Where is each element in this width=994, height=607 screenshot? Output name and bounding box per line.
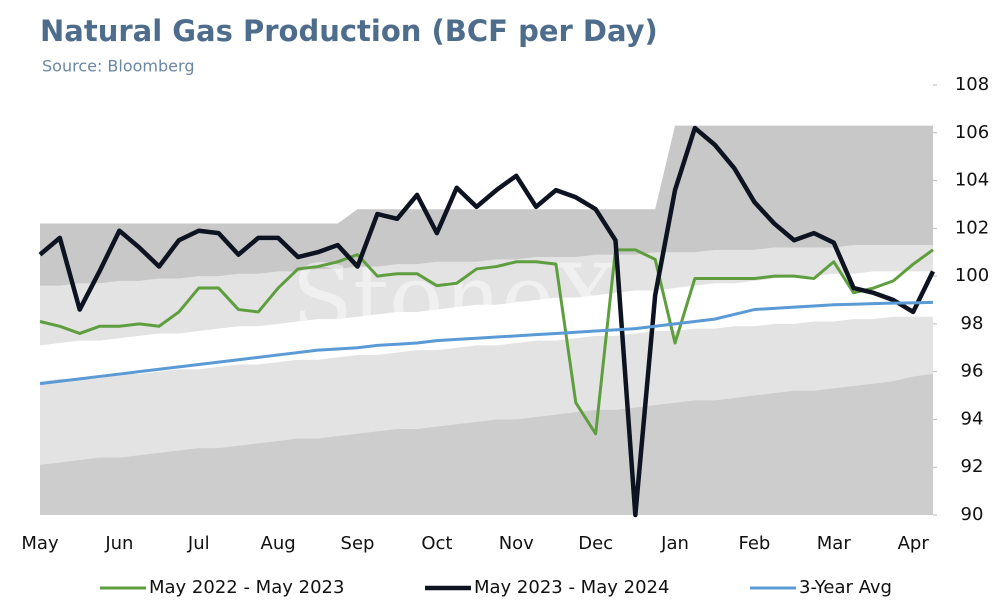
- y-tick-label: 100: [955, 265, 989, 286]
- chart-title: Natural Gas Production (BCF per Day): [40, 14, 658, 48]
- series-line: [38, 125, 936, 518]
- legend-label: 3-Year Avg: [799, 577, 892, 598]
- x-tick-label: Aug: [261, 533, 296, 554]
- y-tick-label: 98: [961, 313, 984, 334]
- x-tick-label: Dec: [578, 533, 613, 554]
- chart-subtitle: Source: Bloomberg: [42, 57, 194, 76]
- series-line: [39, 300, 934, 386]
- x-tick-label: May: [21, 533, 59, 554]
- range-band: [40, 374, 933, 515]
- y-tick-label: 108: [955, 74, 989, 95]
- x-tick-label: Sep: [341, 533, 375, 554]
- y-tick-label: 104: [955, 170, 989, 191]
- x-tick-label: Jan: [660, 533, 689, 554]
- y-tick-label: 96: [961, 361, 984, 382]
- legend-label: May 2023 - May 2024: [474, 577, 669, 598]
- y-tick-label: 92: [961, 456, 984, 477]
- y-tick-label: 94: [961, 408, 984, 429]
- x-tick-label: Oct: [421, 533, 452, 554]
- legend-label: May 2022 - May 2023: [149, 577, 344, 598]
- x-tick-label: Nov: [499, 533, 534, 554]
- x-tick-label: Mar: [817, 533, 852, 554]
- x-tick-label: Apr: [898, 533, 930, 554]
- x-tick-label: Jun: [104, 533, 133, 554]
- x-tick-label: Feb: [738, 533, 770, 554]
- x-tick-label: Jul: [187, 533, 210, 554]
- y-tick-label: 106: [955, 122, 989, 143]
- y-tick-label: 102: [955, 217, 989, 238]
- y-tick-label: 90: [961, 504, 984, 525]
- series-line: [39, 248, 934, 436]
